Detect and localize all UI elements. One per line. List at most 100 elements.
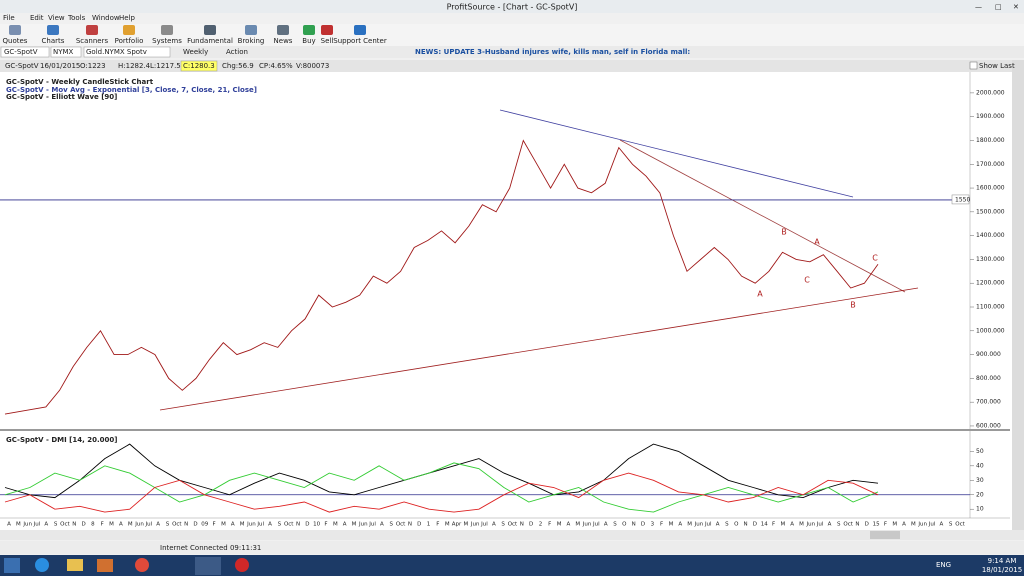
x-tick-label: M [557, 522, 562, 528]
toolbar-icon[interactable] [47, 25, 59, 35]
toolbar-button[interactable]: Scanners [76, 37, 109, 45]
x-tick-label: A [939, 522, 943, 528]
y-tick-label: 1500.000 [976, 208, 1005, 215]
start-button[interactable] [4, 558, 20, 573]
x-tick-label: M [109, 522, 114, 528]
x-tick-label: N [184, 522, 188, 528]
scroll-thumb[interactable] [870, 531, 900, 539]
wave-label: A [757, 290, 763, 299]
y-tick-label: 1300.000 [976, 256, 1005, 263]
wave-label: C [872, 254, 878, 263]
x-tick-label: F [436, 522, 439, 528]
x-tick-label: O [734, 522, 739, 528]
toolbar-icon[interactable] [354, 25, 366, 35]
exchange: NYMX [53, 48, 74, 56]
x-tick-label: A [156, 522, 160, 528]
menu-item[interactable]: Tools [67, 14, 86, 22]
toolbar-icon[interactable] [9, 25, 21, 35]
menu-item[interactable]: Edit [30, 14, 44, 22]
action-dropdown[interactable]: Action [226, 48, 248, 56]
toolbar-icon[interactable] [86, 25, 98, 35]
x-tick-label: S [54, 522, 58, 528]
menu-item[interactable]: Window [92, 14, 120, 22]
news-ticker[interactable]: NEWS: UPDATE 3-Husband injures wife, kil… [415, 48, 690, 56]
series-line [4, 139, 879, 415]
x-tick-label: F [660, 522, 663, 528]
close-button[interactable]: ✕ [1013, 3, 1019, 11]
x-tick-label: Jun [246, 522, 256, 528]
close-highlight [180, 60, 218, 72]
menu-item[interactable]: Help [119, 14, 136, 22]
toolbar-icon[interactable] [321, 25, 333, 35]
period-dropdown[interactable]: Weekly [183, 48, 208, 56]
x-tick-label: 8 [91, 522, 95, 528]
chrome-icon[interactable] [135, 558, 149, 572]
toolbar-button[interactable]: Systems [152, 37, 182, 45]
trend-line [499, 109, 854, 198]
toolbar-button[interactable]: Sell [321, 37, 334, 45]
x-tick-label: M [128, 522, 133, 528]
trend-line [619, 139, 906, 293]
media-icon[interactable] [97, 559, 113, 572]
profitsource-task[interactable] [195, 557, 221, 575]
x-tick-label: Jul [145, 522, 153, 528]
x-tick-label: A [44, 522, 48, 528]
toolbar-button[interactable]: Charts [42, 37, 65, 45]
toolbar-button[interactable]: Fundamental [187, 37, 233, 45]
wave-label: A [814, 238, 820, 247]
name-field[interactable] [83, 46, 171, 58]
x-tick-label: M [16, 522, 21, 528]
toolbar-icon[interactable] [204, 25, 216, 35]
x-tick-label: Jun [917, 522, 927, 528]
minimize-button[interactable]: — [975, 3, 982, 11]
x-tick-label: A [902, 522, 906, 528]
toolbar-button[interactable]: News [274, 37, 293, 45]
clock-time: 9:14 AM [988, 557, 1017, 565]
toolbar-icon[interactable] [277, 25, 289, 35]
x-tick-label: Oct [396, 522, 406, 528]
info-high: H:1282.4 [118, 62, 151, 70]
x-tick-label: 3 [651, 522, 655, 528]
x-tick-label: Jun [806, 522, 816, 528]
scrollbar[interactable] [0, 530, 1024, 540]
trend-line [159, 287, 919, 411]
toolbar-icon[interactable] [303, 25, 315, 35]
symbol-field[interactable] [0, 46, 50, 58]
toolbar-button[interactable]: Broking [238, 37, 265, 45]
x-tick-label: A [716, 522, 720, 528]
x-tick-label: M [892, 522, 897, 528]
side-panel-tab[interactable] [1012, 60, 1024, 530]
x-tick-label: Jul [928, 522, 936, 528]
menu-item[interactable]: File [3, 14, 15, 22]
show-last-checkbox[interactable] [969, 61, 978, 70]
ie-icon[interactable] [35, 558, 49, 572]
toolbar-icon[interactable] [245, 25, 257, 35]
x-tick-label: S [613, 522, 617, 528]
wave-label: B [850, 301, 856, 310]
y-tick-label: 700.000 [976, 399, 1001, 406]
show-last[interactable]: Show Last [979, 62, 1015, 70]
y-tick-label: 10 [976, 506, 984, 513]
exchange-field[interactable] [50, 46, 82, 58]
x-tick-label: M [799, 522, 804, 528]
toolbar-button[interactable]: Quotes [3, 37, 28, 45]
toolbar-button[interactable]: Support Center [333, 37, 387, 45]
security-name: Gold.NYMX Spotv [86, 48, 147, 56]
toolbar-button[interactable]: Buy [302, 37, 315, 45]
info-open: O:1223 [80, 62, 106, 70]
x-tick-label: Jul [816, 522, 824, 528]
x-tick-label: N [72, 522, 76, 528]
y-tick-label: 1400.000 [976, 232, 1005, 239]
toolbar-icon[interactable] [123, 25, 135, 35]
y-tick-label: 2000.000 [976, 89, 1005, 96]
x-tick-label: D [641, 522, 645, 528]
window-title: ProfitSource - [Chart - GC-SpotV] [447, 3, 578, 12]
explorer-icon[interactable] [67, 559, 83, 571]
toolbar-button[interactable]: Portfolio [115, 37, 144, 45]
maximize-button[interactable]: □ [995, 3, 1002, 11]
menu-item[interactable]: View [48, 14, 65, 22]
x-tick-label: Oct [172, 522, 182, 528]
app-icon[interactable] [235, 558, 249, 572]
info-change-pct: CP:4.65% [259, 62, 293, 70]
toolbar-icon[interactable] [161, 25, 173, 35]
